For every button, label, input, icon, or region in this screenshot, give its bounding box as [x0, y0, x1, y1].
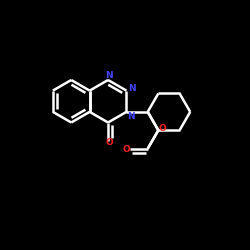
Text: O: O [123, 145, 130, 154]
Text: O: O [158, 124, 166, 133]
Text: O: O [106, 138, 113, 147]
Text: N: N [128, 84, 136, 93]
Text: N: N [106, 71, 113, 80]
Text: N: N [127, 112, 135, 121]
